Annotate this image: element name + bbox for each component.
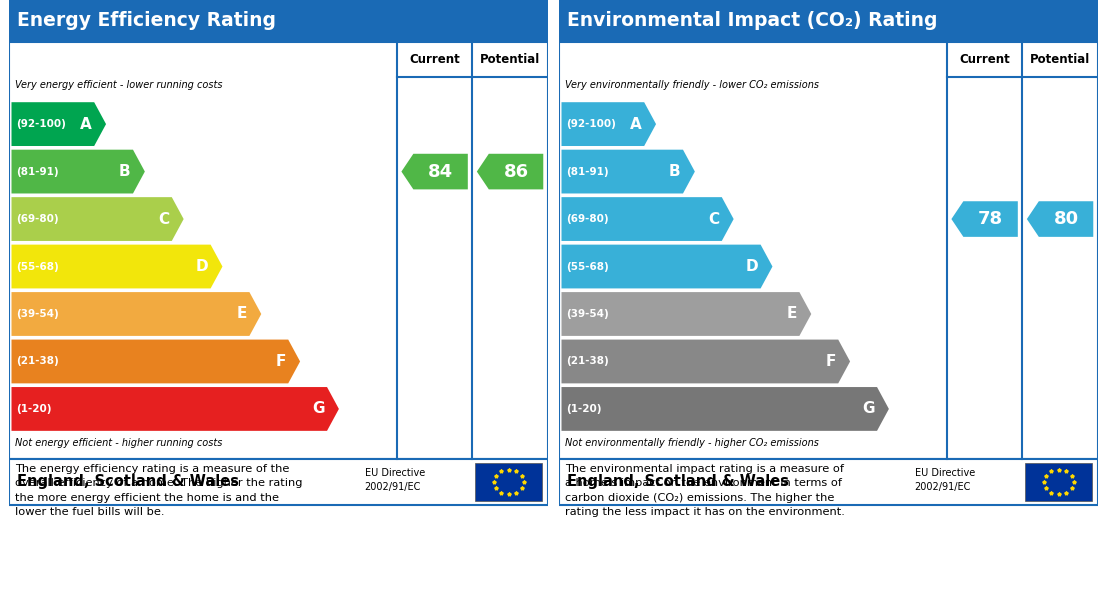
Text: Potential: Potential (1030, 53, 1090, 66)
Text: (81-91): (81-91) (565, 166, 608, 177)
Text: (55-68): (55-68) (15, 261, 58, 272)
Bar (9, 459, 548, 505)
Text: (69-80): (69-80) (15, 214, 58, 224)
Text: 78: 78 (978, 210, 1003, 228)
Text: D: D (196, 259, 208, 274)
Text: (39-54): (39-54) (565, 309, 608, 319)
Text: Not energy efficient - higher running costs: Not energy efficient - higher running co… (15, 438, 222, 447)
Polygon shape (11, 197, 184, 241)
Text: 86: 86 (504, 163, 529, 181)
Text: F: F (825, 354, 836, 369)
Text: Very environmentally friendly - lower CO₂ emissions: Very environmentally friendly - lower CO… (565, 80, 820, 90)
Text: Current: Current (409, 53, 460, 66)
Text: G: G (861, 401, 875, 416)
Bar (559, 459, 1098, 505)
Polygon shape (561, 387, 889, 431)
Polygon shape (561, 102, 656, 146)
Bar (1025, 463, 1092, 501)
Text: (55-68): (55-68) (565, 261, 608, 272)
Text: A: A (629, 117, 641, 132)
Text: E: E (236, 307, 246, 321)
Text: EU Directive
2002/91/EC: EU Directive 2002/91/EC (364, 468, 425, 491)
Bar (475, 463, 542, 501)
Polygon shape (11, 387, 339, 431)
Polygon shape (561, 340, 850, 383)
Text: B: B (119, 164, 130, 179)
Text: The energy efficiency rating is a measure of the
overall efficiency of a home. T: The energy efficiency rating is a measur… (15, 464, 302, 517)
Polygon shape (402, 154, 468, 189)
Text: (69-80): (69-80) (565, 214, 608, 224)
Text: Not environmentally friendly - higher CO₂ emissions: Not environmentally friendly - higher CO… (565, 438, 820, 447)
Text: England, Scotland & Wales: England, Scotland & Wales (16, 474, 239, 490)
Polygon shape (11, 150, 145, 193)
Text: (1-20): (1-20) (565, 404, 602, 414)
Text: C: C (708, 212, 719, 226)
Text: (1-20): (1-20) (15, 404, 52, 414)
Polygon shape (477, 154, 543, 189)
Text: (92-100): (92-100) (565, 119, 616, 129)
Text: C: C (158, 212, 169, 226)
Polygon shape (561, 197, 734, 241)
Text: G: G (311, 401, 324, 416)
Text: A: A (79, 117, 91, 132)
Text: Potential: Potential (480, 53, 540, 66)
Bar (559, 42, 1098, 459)
Text: Environmental Impact (CO₂) Rating: Environmental Impact (CO₂) Rating (566, 11, 937, 31)
Text: (81-91): (81-91) (15, 166, 58, 177)
Bar (9, 42, 548, 459)
Polygon shape (11, 102, 106, 146)
Polygon shape (11, 340, 300, 383)
Text: England, Scotland & Wales: England, Scotland & Wales (566, 474, 789, 490)
Polygon shape (11, 292, 262, 336)
Text: F: F (275, 354, 286, 369)
Text: Current: Current (959, 53, 1010, 66)
Polygon shape (561, 292, 812, 336)
Polygon shape (952, 201, 1018, 237)
Text: (39-54): (39-54) (15, 309, 58, 319)
Polygon shape (561, 150, 695, 193)
Bar (559, 0, 1098, 42)
Text: (21-38): (21-38) (565, 356, 608, 367)
Text: The environmental impact rating is a measure of
a home’s impact on the environme: The environmental impact rating is a mea… (565, 464, 845, 517)
Text: EU Directive
2002/91/EC: EU Directive 2002/91/EC (914, 468, 975, 491)
Text: Energy Efficiency Rating: Energy Efficiency Rating (16, 11, 276, 31)
Text: (21-38): (21-38) (15, 356, 58, 367)
Text: 84: 84 (428, 163, 453, 181)
Text: 80: 80 (1054, 210, 1079, 228)
Text: (92-100): (92-100) (15, 119, 66, 129)
Text: E: E (786, 307, 796, 321)
Text: D: D (746, 259, 758, 274)
Bar (9, 0, 548, 42)
Polygon shape (11, 245, 222, 288)
Text: B: B (669, 164, 680, 179)
Polygon shape (1027, 201, 1093, 237)
Text: Very energy efficient - lower running costs: Very energy efficient - lower running co… (15, 80, 223, 90)
Polygon shape (561, 245, 772, 288)
